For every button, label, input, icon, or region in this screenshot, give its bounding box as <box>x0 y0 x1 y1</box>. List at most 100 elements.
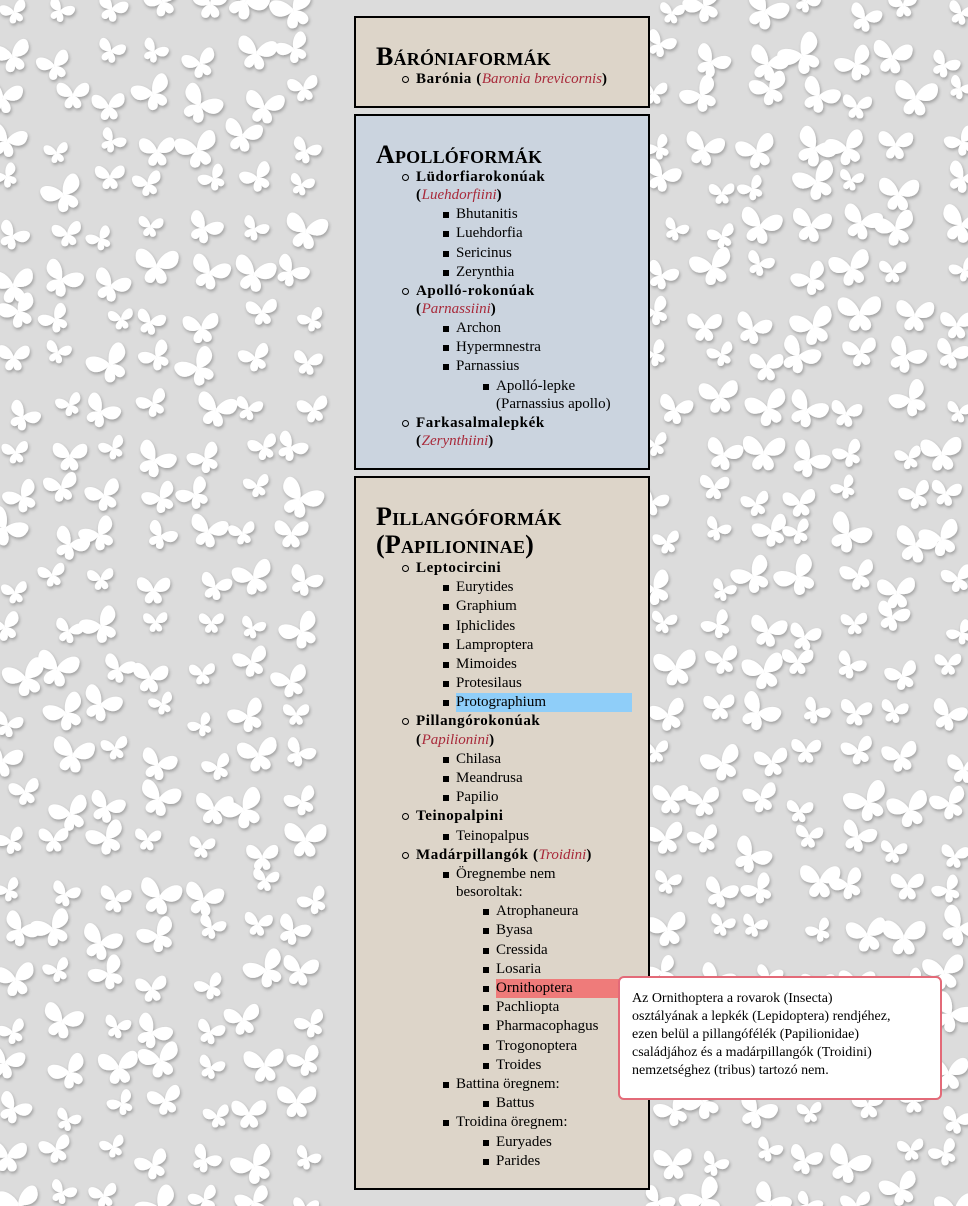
list-item-farkasalma: Farkasalmalepkék <box>402 414 545 433</box>
list-item: Lamproptera <box>442 637 534 653</box>
butterfly-icon <box>281 211 330 253</box>
butterfly-icon <box>837 296 882 332</box>
butterfly-icon <box>139 479 182 519</box>
butterfly-icon <box>0 710 25 740</box>
butterfly-icon <box>186 711 218 741</box>
butterfly-icon <box>237 159 278 197</box>
butterfly-icon <box>185 512 230 551</box>
butterfly-icon <box>133 828 162 852</box>
butterfly-icon <box>134 914 182 958</box>
butterfly-icon <box>878 260 907 283</box>
butterfly-icon <box>145 1083 185 1118</box>
butterfly-icon <box>877 177 920 212</box>
butterfly-icon <box>200 751 236 784</box>
butterfly-icon <box>844 916 890 955</box>
butterfly-icon <box>933 1192 968 1206</box>
butterfly-icon <box>173 80 226 131</box>
butterfly-icon <box>242 89 286 126</box>
butterfly-icon <box>697 1149 731 1180</box>
butterfly-icon <box>932 902 968 954</box>
butterfly-icon <box>739 490 773 519</box>
list-item-madarpillangok: Madárpillangók (Troidini) <box>402 847 592 863</box>
butterfly-icon <box>77 390 123 434</box>
butterfly-icon <box>796 1101 824 1124</box>
list-item-ornithoptera-highlighted[interactable]: Ornithoptera <box>483 979 630 998</box>
butterfly-icon <box>237 213 271 245</box>
butterfly-icon <box>827 248 875 290</box>
butterfly-icon <box>648 610 679 635</box>
butterfly-icon <box>935 202 968 248</box>
butterfly-icon <box>944 73 968 104</box>
butterfly-icon <box>707 912 737 939</box>
butterfly-icon <box>878 698 910 725</box>
butterfly-icon <box>172 344 224 393</box>
butterfly-icon <box>0 825 29 858</box>
section-title-pillango: Pillangóformák <box>376 502 562 531</box>
butterfly-icon <box>730 310 774 348</box>
list-item: Pharmacophagus <box>482 1018 599 1034</box>
butterfly-icon <box>187 835 216 859</box>
baronia-section: Bárónia­formák Barónia (Baronia brevicor… <box>354 16 650 108</box>
butterfly-icon <box>753 747 791 778</box>
list-item-protographium-highlighted[interactable]: Protographium <box>443 693 632 712</box>
butterfly-icon <box>291 349 324 377</box>
butterfly-icon <box>99 652 138 687</box>
butterfly-icon <box>821 1141 874 1189</box>
butterfly-icon <box>194 912 228 943</box>
butterfly-icon <box>279 954 320 988</box>
butterfly-icon <box>0 742 25 780</box>
butterfly-icon <box>97 1050 141 1086</box>
butterfly-icon <box>929 873 967 908</box>
butterfly-icon <box>698 379 741 415</box>
butterfly-icon <box>132 1182 187 1206</box>
butterfly-icon <box>781 488 818 519</box>
butterfly-icon <box>193 1017 227 1048</box>
butterfly-icon <box>282 704 310 725</box>
butterfly-icon <box>136 577 171 604</box>
butterfly-icon <box>38 828 69 852</box>
butterfly-icon <box>295 884 333 920</box>
butterfly-icon <box>677 72 726 119</box>
butterfly-icon <box>2 398 43 436</box>
butterfly-icon <box>76 682 125 727</box>
butterfly-icon <box>0 121 29 161</box>
butterfly-icon <box>681 130 727 169</box>
butterfly-icon <box>0 79 24 116</box>
butterfly-icon <box>839 734 878 768</box>
butterfly-icon <box>785 799 814 824</box>
butterfly-icon <box>76 603 126 650</box>
butterfly-icon <box>86 567 115 591</box>
butterfly-icon <box>134 975 169 1004</box>
butterfly-icon <box>236 341 274 375</box>
butterfly-icon <box>831 649 869 684</box>
butterfly-icon <box>267 0 320 34</box>
butterfly-icon <box>38 171 89 218</box>
butterfly-icon <box>180 46 221 82</box>
butterfly-icon <box>277 1086 317 1117</box>
butterfly-icon <box>198 613 224 633</box>
butterfly-icon <box>939 311 968 339</box>
butterfly-icon <box>651 869 683 896</box>
butterfly-icon <box>829 473 861 504</box>
list-item-subgroup-cont: besoroltak: <box>456 884 523 900</box>
butterfly-icon <box>788 258 834 301</box>
taxon-name: Barónia <box>416 71 472 87</box>
butterfly-icon <box>130 662 169 694</box>
butterfly-icon <box>789 0 823 17</box>
butterfly-icon <box>676 1174 731 1206</box>
list-item: Losaria <box>483 961 541 977</box>
butterfly-icon <box>836 168 865 193</box>
butterfly-icon <box>890 873 924 900</box>
butterfly-icon <box>172 128 223 172</box>
butterfly-icon <box>279 735 318 772</box>
butterfly-icon <box>944 400 968 424</box>
butterfly-icon <box>781 517 815 548</box>
butterfly-icon <box>84 788 128 828</box>
butterfly-icon <box>0 1044 27 1082</box>
taxon-latin: Baronia brevicornis <box>481 71 602 87</box>
butterfly-icon <box>646 696 690 735</box>
butterfly-icon <box>698 742 747 786</box>
butterfly-icon <box>240 946 292 995</box>
butterfly-icon <box>896 1138 926 1162</box>
butterfly-icon <box>944 0 968 28</box>
